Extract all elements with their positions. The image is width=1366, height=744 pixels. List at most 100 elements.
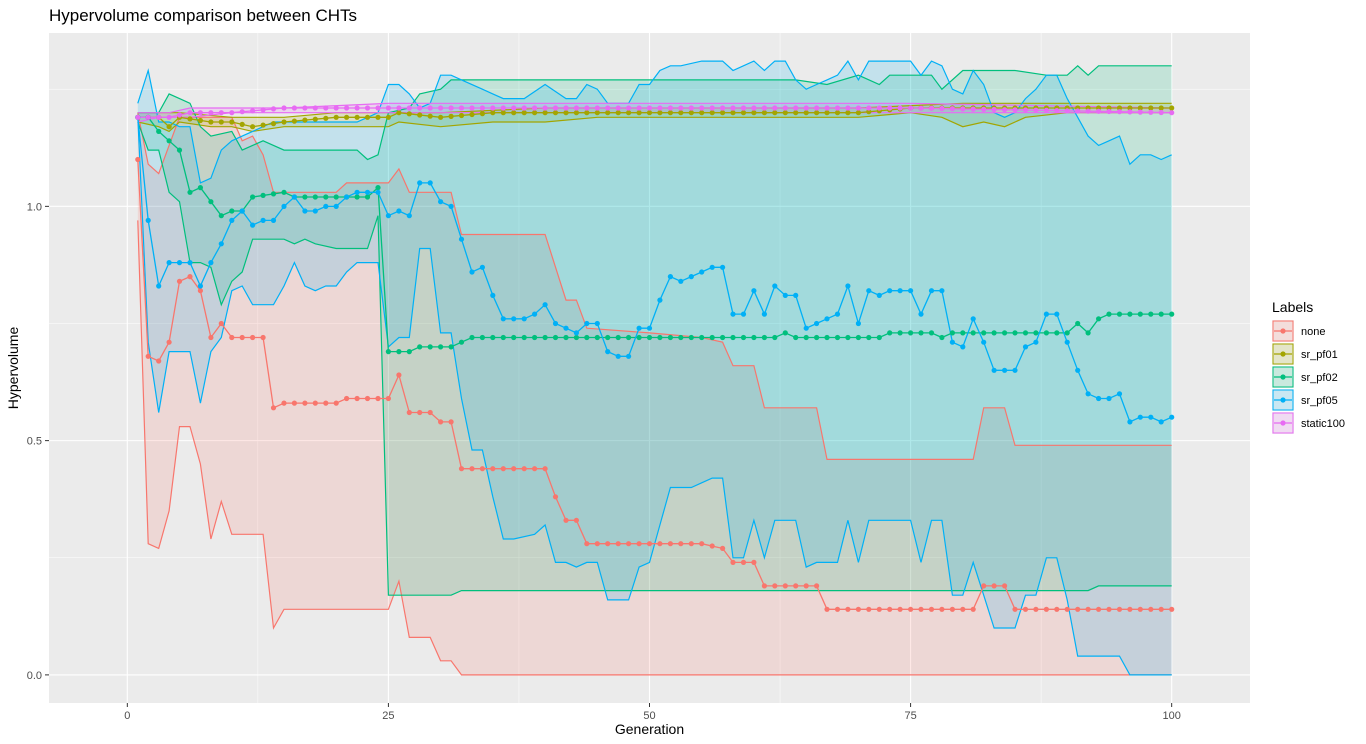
point-none bbox=[500, 466, 506, 472]
point-sr_pf01 bbox=[500, 110, 506, 116]
point-sr_pf05 bbox=[866, 288, 872, 294]
legend-label: sr_pf02 bbox=[1301, 372, 1338, 384]
point-none bbox=[1127, 606, 1133, 612]
point-sr_pf05 bbox=[521, 316, 527, 322]
point-sr_pf02 bbox=[626, 334, 632, 341]
point-none bbox=[918, 606, 924, 612]
point-none bbox=[239, 334, 245, 341]
point-sr_pf05 bbox=[187, 260, 193, 266]
point-sr_pf05 bbox=[939, 288, 945, 294]
point-static100 bbox=[1148, 109, 1154, 115]
point-none bbox=[594, 541, 600, 547]
point-sr_pf01 bbox=[511, 110, 517, 116]
point-sr_pf05 bbox=[323, 203, 329, 209]
point-sr_pf02 bbox=[260, 192, 266, 198]
point-sr_pf02 bbox=[532, 334, 538, 341]
point-none bbox=[302, 400, 308, 406]
point-static100 bbox=[949, 106, 956, 112]
point-sr_pf02 bbox=[521, 334, 527, 341]
point-sr_pf05 bbox=[605, 349, 611, 355]
point-sr_pf02 bbox=[1158, 311, 1164, 317]
point-none bbox=[156, 358, 162, 364]
point-sr_pf02 bbox=[354, 194, 360, 200]
point-sr_pf05 bbox=[594, 320, 600, 327]
point-sr_pf01 bbox=[406, 111, 412, 117]
point-sr_pf01 bbox=[594, 110, 600, 116]
point-sr_pf02 bbox=[333, 194, 339, 200]
point-sr_pf01 bbox=[532, 110, 538, 116]
point-none bbox=[908, 606, 914, 612]
point-static100 bbox=[229, 110, 235, 116]
point-none bbox=[1033, 606, 1039, 612]
legend-item-sr_pf05: sr_pf05 bbox=[1272, 389, 1338, 411]
point-static100 bbox=[605, 105, 611, 111]
point-static100 bbox=[1033, 107, 1039, 113]
point-sr_pf05 bbox=[772, 283, 778, 289]
point-sr_pf02 bbox=[908, 330, 914, 336]
point-sr_pf01 bbox=[521, 110, 527, 116]
point-sr_pf05 bbox=[1064, 339, 1070, 345]
point-static100 bbox=[782, 105, 788, 111]
point-sr_pf02 bbox=[772, 334, 778, 341]
point-none bbox=[1148, 606, 1154, 612]
point-sr_pf05 bbox=[250, 222, 256, 228]
point-sr_pf01 bbox=[479, 111, 485, 117]
point-sr_pf02 bbox=[782, 330, 788, 336]
point-sr_pf05 bbox=[417, 180, 423, 186]
point-sr_pf05 bbox=[229, 217, 235, 223]
point-sr_pf01 bbox=[1137, 105, 1143, 111]
point-sr_pf05 bbox=[636, 325, 642, 331]
point-static100 bbox=[897, 105, 903, 111]
point-sr_pf02 bbox=[156, 128, 162, 134]
point-static100 bbox=[845, 105, 851, 111]
point-sr_pf02 bbox=[594, 334, 600, 341]
lower-bound-sr_pf05 bbox=[137, 117, 1172, 676]
point-sr_pf05 bbox=[908, 288, 914, 294]
point-sr_pf01 bbox=[761, 110, 768, 116]
point-sr_pf02 bbox=[375, 185, 381, 191]
point-sr_pf02 bbox=[218, 213, 224, 219]
point-none bbox=[1022, 606, 1029, 612]
point-sr_pf02 bbox=[511, 334, 517, 341]
point-sr_pf01 bbox=[417, 112, 423, 118]
point-sr_pf02 bbox=[166, 138, 172, 144]
point-static100 bbox=[908, 105, 914, 111]
point-sr_pf05 bbox=[1106, 395, 1112, 402]
point-sr_pf02 bbox=[250, 194, 256, 200]
x-axis-title: Generation bbox=[615, 721, 684, 737]
point-none bbox=[281, 400, 287, 406]
point-sr_pf01 bbox=[218, 119, 224, 125]
point-sr_pf05 bbox=[354, 189, 360, 195]
point-sr_pf05 bbox=[1043, 311, 1049, 317]
point-static100 bbox=[312, 105, 318, 111]
point-sr_pf01 bbox=[1148, 105, 1154, 111]
point-static100 bbox=[281, 105, 287, 111]
point-sr_pf02 bbox=[1116, 311, 1123, 317]
point-sr_pf01 bbox=[166, 124, 172, 130]
point-sr_pf02 bbox=[1075, 320, 1081, 327]
legend-key-point bbox=[1280, 397, 1286, 403]
point-sr_pf05 bbox=[699, 269, 705, 275]
point-sr_pf02 bbox=[187, 189, 193, 195]
point-static100 bbox=[396, 105, 402, 111]
point-none bbox=[417, 409, 423, 416]
point-sr_pf05 bbox=[156, 283, 162, 289]
point-sr_pf01 bbox=[740, 110, 747, 116]
point-static100 bbox=[918, 105, 924, 111]
x-tick-label: 100 bbox=[1162, 710, 1180, 722]
point-sr_pf05 bbox=[709, 264, 715, 270]
point-sr_pf01 bbox=[824, 110, 830, 116]
x-tick-label: 0 bbox=[124, 710, 130, 722]
point-sr_pf02 bbox=[824, 334, 830, 341]
point-sr_pf01 bbox=[803, 110, 809, 116]
x-axis-ticks: 0 25 50 75 100 bbox=[124, 703, 1181, 722]
point-sr_pf05 bbox=[688, 274, 694, 280]
point-none bbox=[887, 606, 893, 612]
point-none bbox=[250, 334, 256, 341]
point-sr_pf02 bbox=[605, 334, 611, 341]
point-static100 bbox=[552, 105, 559, 111]
point-static100 bbox=[176, 112, 183, 118]
point-sr_pf02 bbox=[270, 191, 277, 197]
point-sr_pf02 bbox=[667, 334, 674, 341]
point-sr_pf02 bbox=[385, 349, 391, 355]
